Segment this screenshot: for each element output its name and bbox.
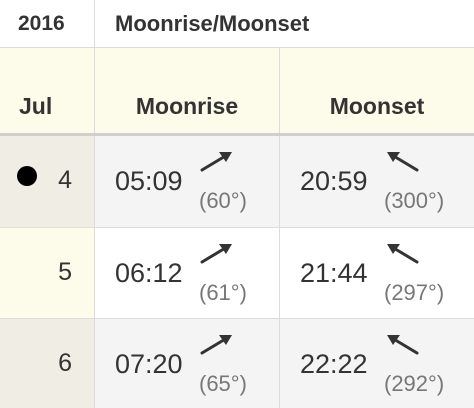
moonset-time: 20:59: [300, 166, 368, 196]
moonrise-cell: 05:09 (60°): [95, 136, 280, 227]
arrow-up-right-icon: [200, 152, 232, 172]
table-row: 4 05:09 (60°) 20:59 (300°): [0, 136, 474, 228]
day-cell: 6: [0, 319, 95, 408]
moonrise-angle: (65°): [199, 371, 247, 396]
moonset-angle: (292°): [384, 371, 445, 396]
year-label: 2016: [0, 0, 95, 47]
moonset-column-header: Moonset: [280, 48, 474, 133]
day-number: 6: [58, 349, 72, 377]
moonset-time: 22:22: [300, 349, 368, 379]
month-label: Jul: [19, 93, 53, 119]
arrow-up-right-icon: [200, 335, 232, 355]
day-cell: 4: [0, 136, 95, 227]
day-number: 5: [58, 258, 72, 286]
moonrise-column-header: Moonrise: [95, 48, 280, 133]
moonset-cell: 21:44 (297°): [280, 228, 474, 318]
moonrise-time: 07:20: [115, 349, 183, 379]
moonrise-time: 06:12: [115, 258, 183, 288]
moonrise-angle: (60°): [199, 188, 247, 213]
moonrise-cell: 06:12 (61°): [95, 228, 280, 318]
moonset-angle: (297°): [384, 280, 445, 305]
moonset-cell: 22:22 (292°): [280, 319, 474, 408]
new-moon-icon: [17, 166, 37, 186]
arrow-up-left-icon: [387, 152, 419, 172]
month-column-header: Jul: [0, 48, 95, 133]
moonrise-angle: (61°): [199, 280, 247, 305]
moonset-header-label: Moonset: [329, 93, 425, 119]
arrow-up-left-icon: [387, 335, 419, 355]
arrow-up-right-icon: [200, 244, 232, 264]
table-row: 5 06:12 (61°) 21:44 (297°): [0, 228, 474, 319]
day-cell: 5: [0, 228, 95, 318]
arrow-up-left-icon: [387, 244, 419, 264]
moonrise-header-label: Moonrise: [135, 93, 239, 119]
moonset-angle: (300°): [384, 188, 445, 213]
table-row: 6 07:20 (65°) 22:22 (292°): [0, 319, 474, 408]
moonrise-time: 05:09: [115, 166, 183, 196]
table-title-row: 2016 Moonrise/Moonset: [0, 0, 474, 48]
column-header-row: Jul Moonrise Moonset: [0, 48, 474, 136]
moonrise-cell: 07:20 (65°): [95, 319, 280, 408]
day-number: 4: [58, 166, 72, 194]
table-title: Moonrise/Moonset: [115, 11, 310, 36]
moonset-time: 21:44: [300, 258, 368, 288]
moonset-cell: 20:59 (300°): [280, 136, 474, 227]
